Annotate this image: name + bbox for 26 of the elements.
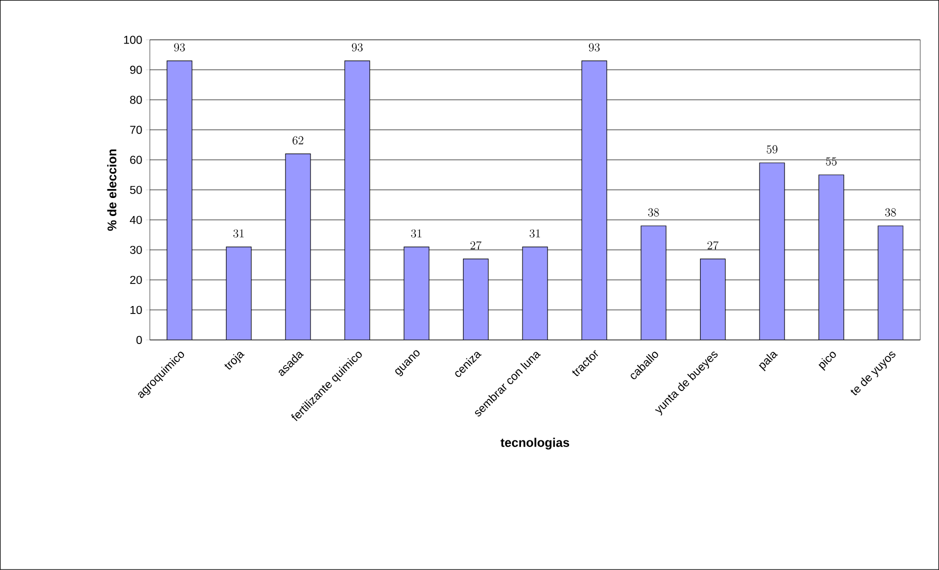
data-label: 31 xyxy=(411,229,422,238)
data-label: 38 xyxy=(885,208,896,217)
y-tick-label: 0 xyxy=(136,336,142,344)
y-tick-label: 10 xyxy=(130,306,142,314)
y-tick-label: 90 xyxy=(130,66,142,74)
x-axis-title: tecnologias xyxy=(500,438,570,450)
data-label: 93 xyxy=(174,43,185,52)
y-tick-label: 20 xyxy=(130,276,142,284)
data-label: 93 xyxy=(352,43,363,52)
x-tick-label: troja xyxy=(224,352,245,370)
y-tick-label: 80 xyxy=(130,96,142,104)
y-tick-label: 40 xyxy=(130,216,142,224)
y-tick-label: 50 xyxy=(130,186,142,194)
data-label: 27 xyxy=(708,241,718,250)
y-tick-label: 60 xyxy=(130,156,142,164)
y-tick-label: 30 xyxy=(130,246,142,254)
data-label: 62 xyxy=(292,136,304,145)
data-label: 93 xyxy=(588,43,600,52)
y-axis-title: % de eleccion xyxy=(107,150,116,231)
data-label: 27 xyxy=(470,241,482,250)
data-label: 31 xyxy=(530,229,540,238)
y-tick-label: 70 xyxy=(130,126,142,134)
y-tick-label: 100 xyxy=(124,36,142,44)
data-label: 59 xyxy=(766,145,778,154)
data-label: 31 xyxy=(233,229,244,238)
data-label: 38 xyxy=(648,208,659,217)
